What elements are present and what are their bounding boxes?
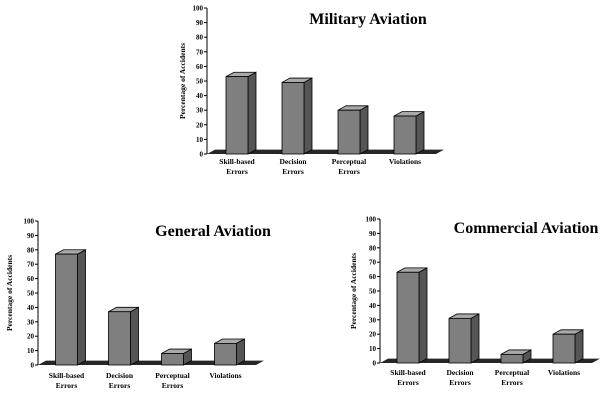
- x-category-label: Errors: [109, 381, 131, 390]
- y-tick-label: 0: [31, 362, 35, 370]
- bar: [448, 317, 472, 364]
- y-tick-label: 30: [27, 318, 35, 326]
- x-category-label: Errors: [338, 167, 360, 176]
- bar-side: [415, 110, 425, 155]
- y-tick-label: 20: [27, 333, 35, 341]
- chart-floor: [207, 149, 444, 154]
- chart-floor: [380, 358, 600, 363]
- x-category-label: Perceptual: [155, 371, 189, 380]
- y-tick-label: 90: [369, 230, 377, 238]
- y-tick-label: 90: [196, 19, 204, 27]
- y-tick-label: 50: [27, 290, 35, 298]
- chart-title: General Aviation: [155, 223, 271, 240]
- y-tick-label: 30: [196, 107, 204, 115]
- x-category-label: Decision: [106, 371, 134, 380]
- x-category-label: Errors: [501, 378, 523, 387]
- x-category-label: Errors: [282, 167, 304, 176]
- y-tick-label: 100: [24, 218, 35, 226]
- bar: [500, 353, 524, 364]
- y-tick-label: 60: [196, 63, 204, 71]
- x-category-label: Skill-based: [49, 371, 85, 380]
- y-tick-label: 40: [27, 304, 35, 312]
- y-tick-label: 0: [200, 151, 204, 159]
- y-tick-label: 30: [369, 316, 377, 324]
- y-tick-label: 10: [196, 136, 204, 144]
- bar: [225, 76, 249, 155]
- y-tick-label: 10: [27, 347, 35, 355]
- chart-floor: [38, 360, 264, 365]
- y-tick-label: 80: [196, 34, 204, 42]
- x-category-label: Violations: [209, 371, 241, 380]
- x-category-label: Violations: [548, 368, 580, 377]
- y-tick-label: 90: [27, 232, 35, 240]
- bar: [161, 353, 184, 366]
- bar-side: [359, 105, 369, 155]
- x-category-label: Perceptual: [495, 368, 529, 377]
- x-category-label: Skill-based: [219, 157, 255, 166]
- y-axis-label: Percentage of Accidents: [5, 255, 14, 331]
- bar: [393, 115, 417, 155]
- y-tick-label: 50: [196, 78, 204, 86]
- y-axis-label: Percentage of Accidents: [349, 253, 358, 329]
- y-tick-label: 20: [196, 121, 204, 129]
- y-tick-label: 60: [27, 275, 35, 283]
- y-tick-label: 40: [369, 302, 377, 310]
- x-category-label: Errors: [226, 167, 248, 176]
- bar-side: [470, 313, 480, 364]
- y-tick-label: 70: [27, 261, 35, 269]
- bar-side: [574, 329, 584, 364]
- chart-title: Commercial Aviation: [454, 220, 599, 237]
- x-category-label: Errors: [449, 378, 471, 387]
- bar: [281, 82, 305, 155]
- y-tick-label: 100: [193, 5, 204, 13]
- bar-side: [130, 306, 139, 366]
- y-tick-label: 80: [369, 244, 377, 252]
- y-tick-label: 60: [369, 273, 377, 281]
- bar: [108, 311, 131, 366]
- bar-side: [303, 77, 313, 155]
- x-category-label: Decision: [279, 157, 307, 166]
- y-tick-label: 70: [369, 259, 377, 267]
- bar-side: [77, 249, 86, 366]
- bar: [337, 109, 361, 155]
- y-tick-label: 80: [27, 246, 35, 254]
- bar: [552, 333, 576, 364]
- x-category-label: Decision: [446, 368, 474, 377]
- y-tick-label: 40: [196, 92, 204, 100]
- y-tick-label: 10: [369, 345, 377, 353]
- bar: [55, 253, 78, 366]
- general-aviation-chart: General Aviation Percentage of Accidents 0…: [5, 218, 271, 391]
- bar: [396, 271, 420, 364]
- y-axis-label: Percentage of Accidents: [178, 43, 187, 119]
- x-category-label: Errors: [162, 381, 184, 390]
- x-category-label: Perceptual: [332, 157, 366, 166]
- military-aviation-chart: Military Aviation Percentage of Accidents…: [178, 5, 444, 176]
- y-tick-label: 70: [196, 48, 204, 56]
- x-category-label: Errors: [397, 378, 419, 387]
- x-category-label: Violations: [389, 157, 421, 166]
- y-tick-label: 20: [369, 331, 377, 339]
- bar: [214, 342, 237, 366]
- x-category-label: Errors: [56, 381, 78, 390]
- commercial-aviation-chart: Commercial Aviation Percentage of Acciden…: [349, 216, 600, 387]
- y-tick-label: 100: [366, 216, 377, 224]
- y-tick-label: 0: [373, 360, 377, 368]
- bar-side: [247, 71, 257, 155]
- y-tick-label: 50: [369, 288, 377, 296]
- bar-side: [418, 267, 428, 364]
- x-category-label: Skill-based: [390, 368, 426, 377]
- chart-title: Military Aviation: [309, 11, 427, 28]
